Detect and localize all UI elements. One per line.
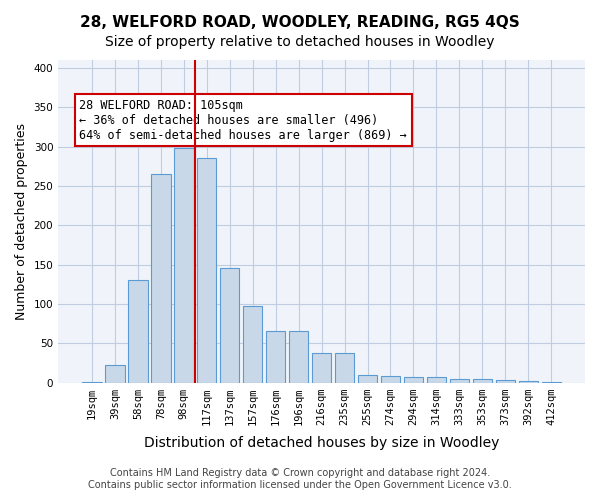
Bar [105, 365, 125, 382]
Bar [404, 377, 423, 382]
Bar [266, 332, 286, 382]
Bar [197, 158, 217, 382]
Bar [151, 174, 170, 382]
X-axis label: Distribution of detached houses by size in Woodley: Distribution of detached houses by size … [144, 436, 499, 450]
Bar [174, 148, 194, 382]
Text: 28, WELFORD ROAD, WOODLEY, READING, RG5 4QS: 28, WELFORD ROAD, WOODLEY, READING, RG5 … [80, 15, 520, 30]
Bar [518, 381, 538, 382]
Bar [358, 374, 377, 382]
Y-axis label: Number of detached properties: Number of detached properties [15, 123, 28, 320]
Bar [496, 380, 515, 382]
Bar [427, 377, 446, 382]
Bar [220, 268, 239, 382]
Text: Contains HM Land Registry data © Crown copyright and database right 2024.
Contai: Contains HM Land Registry data © Crown c… [88, 468, 512, 490]
Bar [381, 376, 400, 382]
Bar [449, 378, 469, 382]
Bar [312, 354, 331, 382]
Text: Size of property relative to detached houses in Woodley: Size of property relative to detached ho… [105, 35, 495, 49]
Text: 28 WELFORD ROAD: 105sqm
← 36% of detached houses are smaller (496)
64% of semi-d: 28 WELFORD ROAD: 105sqm ← 36% of detache… [79, 98, 407, 142]
Bar [243, 306, 262, 382]
Bar [128, 280, 148, 382]
Bar [335, 354, 355, 382]
Bar [473, 378, 492, 382]
Bar [289, 332, 308, 382]
